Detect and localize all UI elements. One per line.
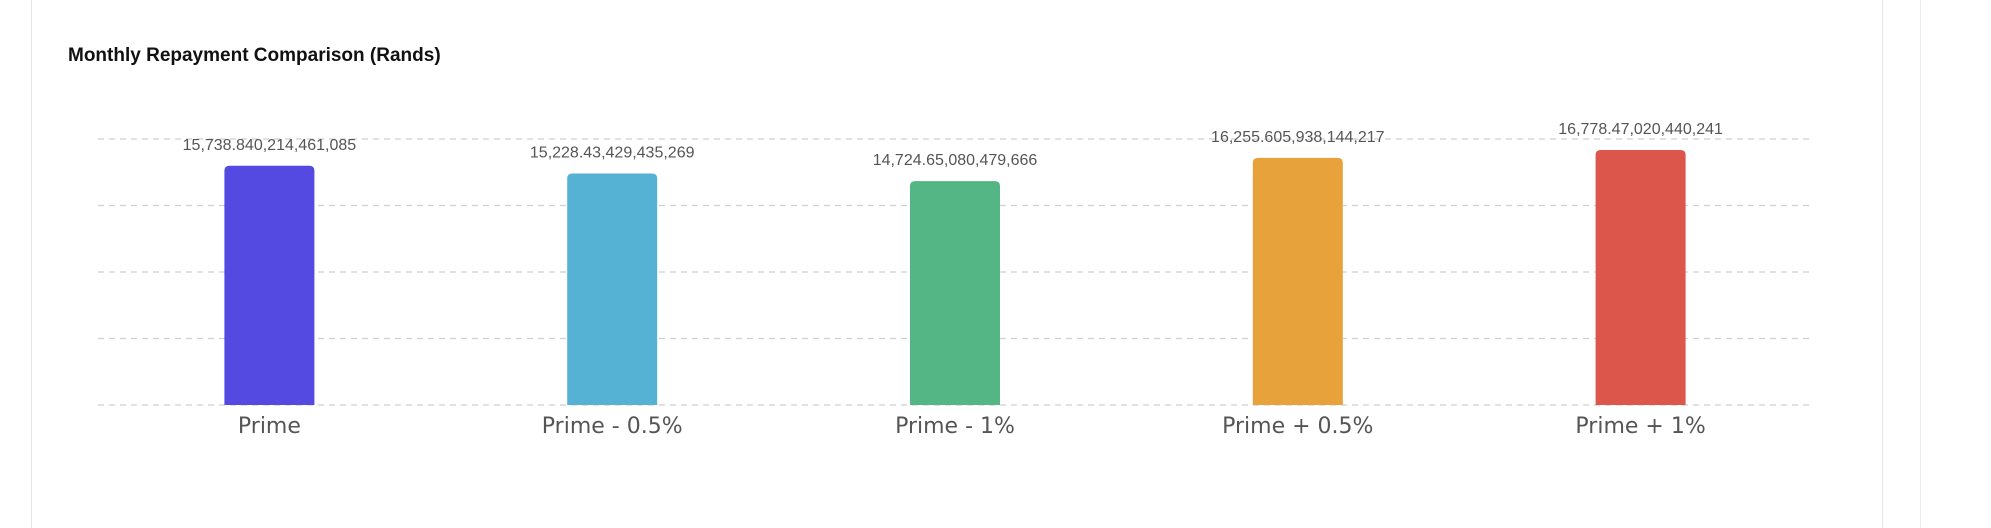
- chart-title: Monthly Repayment Comparison (Rands): [68, 45, 441, 66]
- category-label-4: Prime + 1%: [1575, 414, 1705, 439]
- labels: 15,738.840,214,461,085 Prime 15,228.43,429…: [183, 121, 1723, 439]
- value-label-0: 15,738.840,214,461,085: [183, 137, 357, 154]
- bar-3[interactable]: [1252, 157, 1343, 405]
- value-label-4: 16,778.47,020,440,241: [1558, 121, 1723, 138]
- category-label-1: Prime - 0.5%: [542, 414, 683, 439]
- panel-divider: [1920, 0, 1921, 528]
- bars: [224, 149, 1686, 405]
- value-label-3: 16,255.605,938,144,217: [1211, 129, 1385, 146]
- bar-2[interactable]: [910, 181, 1000, 405]
- category-label-2: Prime - 1%: [895, 414, 1015, 439]
- category-label-0: Prime: [238, 414, 301, 439]
- bar-1[interactable]: [567, 173, 658, 405]
- value-label-2: 14,724.65,080,479,666: [873, 152, 1038, 169]
- bar-0[interactable]: [224, 165, 315, 405]
- bar-4[interactable]: [1595, 149, 1686, 405]
- value-label-1: 15,228.43,429,435,269: [530, 145, 695, 162]
- category-label-3: Prime + 0.5%: [1222, 414, 1373, 439]
